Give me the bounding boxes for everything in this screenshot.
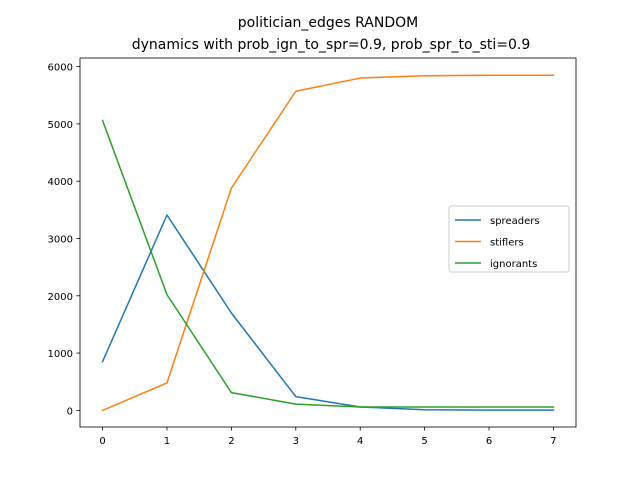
x-tick-label: 7 bbox=[550, 436, 556, 447]
plot-area: 0 1 2 3 4 5 6 7 0 1000 2000 3000 4000 5000 6000 spreade… bbox=[48, 57, 577, 447]
y-tick-label: 4000 bbox=[48, 177, 73, 188]
x-tick-label: 6 bbox=[486, 436, 492, 447]
x-tick-label: 1 bbox=[164, 436, 170, 447]
x-tick-label: 2 bbox=[228, 436, 234, 447]
y-tick-label: 1000 bbox=[48, 349, 73, 360]
axes-frame bbox=[79, 57, 577, 428]
chart-title: politician_edges RANDOM bbox=[238, 15, 418, 31]
x-tick-label: 4 bbox=[357, 436, 363, 447]
legend-label-stiflers: stiflers bbox=[490, 238, 524, 249]
series-line-ignorants bbox=[101, 119, 555, 408]
legend-label-ignorants: ignorants bbox=[490, 259, 537, 270]
legend: spreaders stiflers ignorants bbox=[448, 205, 570, 273]
legend-box bbox=[448, 205, 570, 273]
y-tick-label: 2000 bbox=[48, 292, 73, 303]
x-tick-label: 3 bbox=[293, 436, 299, 447]
x-tick-label: 5 bbox=[421, 436, 427, 447]
series-line-spreaders bbox=[101, 214, 555, 411]
y-tick-label: 0 bbox=[67, 406, 73, 417]
y-tick-label: 5000 bbox=[48, 120, 73, 131]
y-tick-label: 3000 bbox=[48, 234, 73, 245]
y-tick-label: 6000 bbox=[48, 63, 73, 74]
chart-subtitle: dynamics with prob_ign_to_spr=0.9, prob_… bbox=[132, 37, 531, 53]
x-tick-label: 0 bbox=[99, 436, 105, 447]
legend-label-spreaders: spreaders bbox=[490, 216, 540, 227]
series-line-stiflers bbox=[101, 74, 555, 412]
